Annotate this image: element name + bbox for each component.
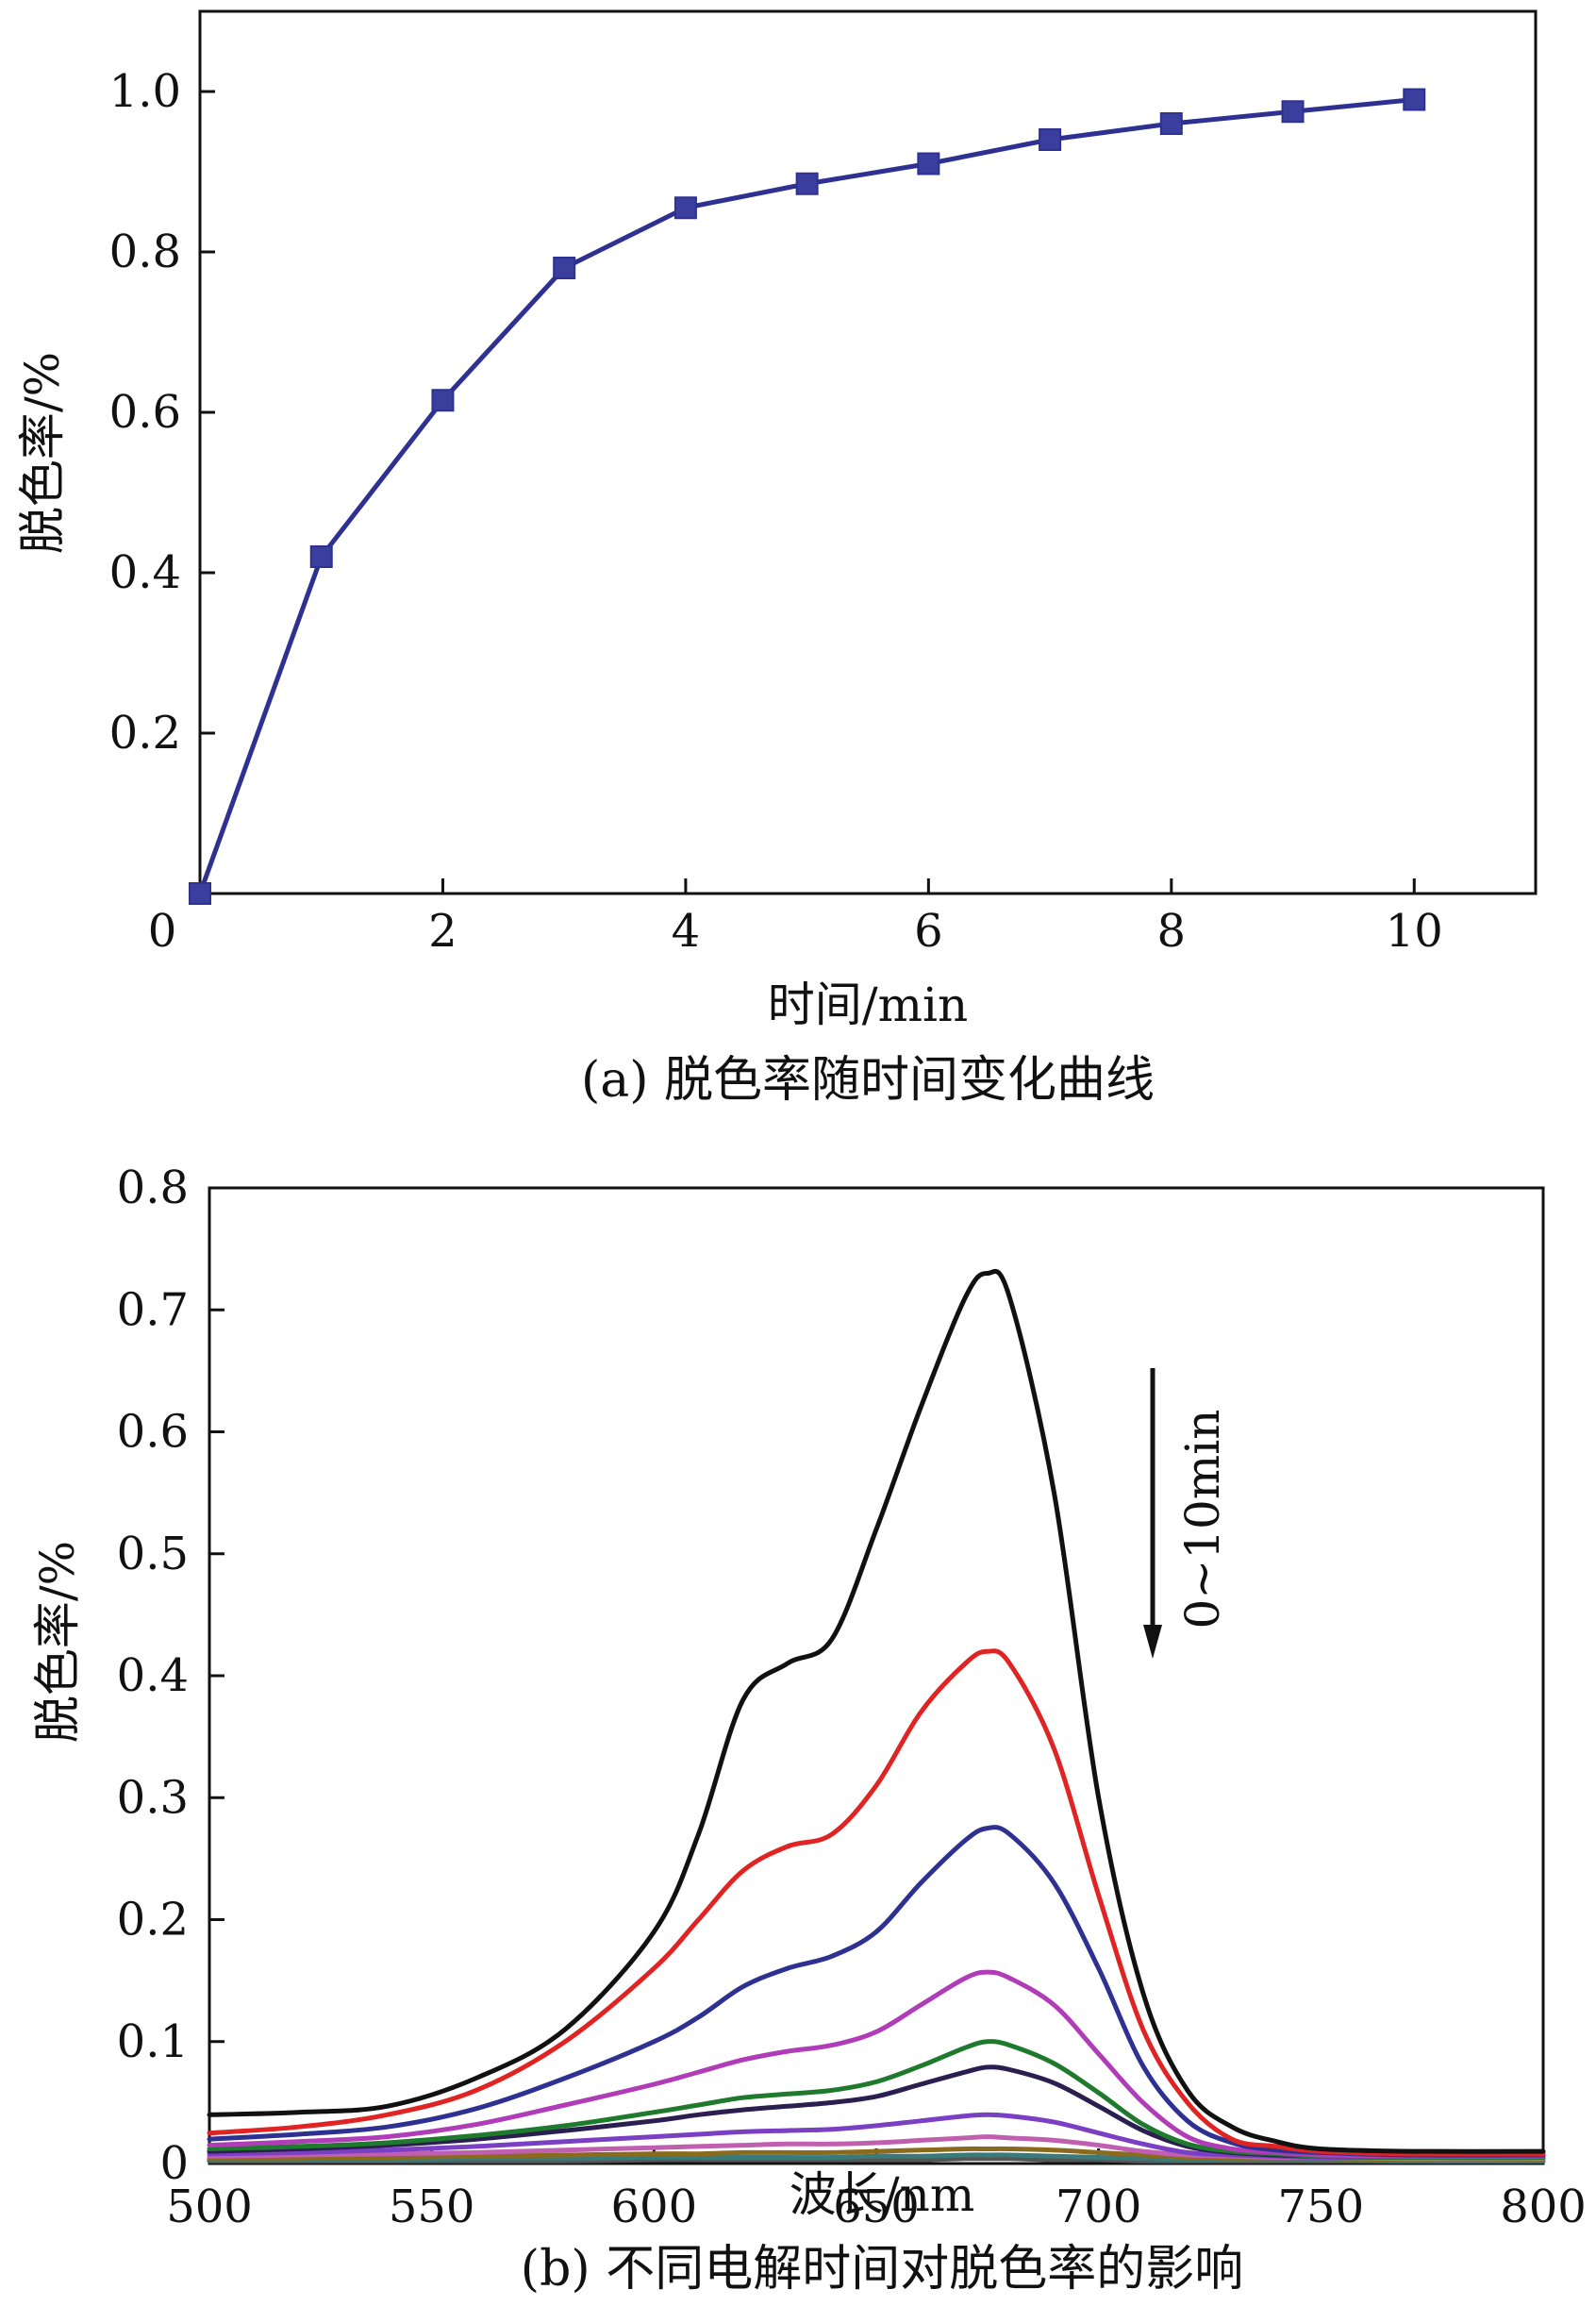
chart-a-xtick-label: 2 bbox=[428, 905, 457, 958]
chart-b-xtick-label: 750 bbox=[1278, 2181, 1365, 2233]
chart-a-marker bbox=[553, 257, 576, 279]
chart-a-marker bbox=[1159, 112, 1183, 135]
chart-a-ytick-label: 0.4 bbox=[109, 546, 181, 599]
chart-a-ytick-label: 0.6 bbox=[109, 386, 181, 439]
chart-b-annotation: 0~10min bbox=[1143, 1368, 1230, 1659]
chart-b-series-3min bbox=[207, 1969, 1546, 2159]
chart-a-marker bbox=[795, 172, 819, 195]
chart-a: 0 2 4 6 8 10 0.2 0.4 0.6 0.8 1.0 时间/min 脱色率/% (a) … bbox=[15, 9, 1538, 1109]
chart-a-marker bbox=[673, 196, 697, 220]
chart-a-marker bbox=[917, 152, 940, 175]
chart-b-ytick-label: 0.3 bbox=[117, 1771, 189, 1824]
chart-b-series-0min bbox=[207, 1268, 1546, 2154]
chart-b-xtick-label: 600 bbox=[611, 2181, 698, 2233]
chart-b-ytick-label: 0.4 bbox=[117, 1649, 189, 1702]
chart-a-axes: 0 2 4 6 8 10 0.2 0.4 0.6 0.8 1.0 bbox=[109, 65, 1443, 958]
chart-a-xtick-label: 6 bbox=[914, 905, 943, 958]
annotation-arrow-head bbox=[1143, 1625, 1162, 1659]
chart-b-ytick-label: 0.2 bbox=[117, 1894, 189, 1947]
chart-a-caption: (a) 脱色率随时间变化曲线 bbox=[581, 1052, 1155, 1109]
chart-a-marker bbox=[189, 882, 211, 905]
chart-b-xtick-label: 550 bbox=[389, 2181, 475, 2233]
chart-b-ytick-label: 0.1 bbox=[117, 2015, 189, 2068]
chart-b-xtick-label: 500 bbox=[166, 2181, 253, 2233]
chart-b-ytick-label: 0.7 bbox=[117, 1283, 189, 1336]
chart-b-axes: 500 550 600 650 700 750 800 0 0.1 0.2 0.3 0.4 0.5 0.6… bbox=[117, 1161, 1587, 2233]
chart-b-frame bbox=[208, 1186, 1545, 2165]
chart-b-series-2min bbox=[207, 1825, 1546, 2158]
chart-b-xtick-label: 650 bbox=[833, 2181, 920, 2233]
chart-b-caption: (b) 不同电解时间对脱色率的影响 bbox=[521, 2241, 1243, 2298]
chart-a-xtick-label: 8 bbox=[1157, 905, 1187, 958]
chart-a-xtick-label: 10 bbox=[1386, 905, 1443, 958]
chart-b: 500 550 600 650 700 750 800 0 0.1 0.2 0.3 0.4 0.5 0.6… bbox=[30, 1161, 1587, 2298]
chart-a-series bbox=[189, 88, 1426, 905]
chart-a-ylabel: 脱色率/% bbox=[15, 352, 70, 554]
chart-a-xtick-label: 4 bbox=[672, 905, 701, 958]
chart-a-marker bbox=[309, 545, 333, 568]
chart-a-series-line bbox=[197, 97, 1415, 894]
chart-b-series-1min bbox=[207, 1648, 1546, 2157]
chart-b-xtick-label: 800 bbox=[1500, 2181, 1587, 2233]
chart-a-marker bbox=[1403, 88, 1426, 111]
chart-b-series bbox=[207, 1268, 1546, 2164]
chart-b-ytick-label: 0.6 bbox=[117, 1406, 189, 1459]
chart-b-xlabel: 波长/nm bbox=[790, 2167, 974, 2222]
chart-a-ytick-label: 0.2 bbox=[109, 707, 181, 760]
chart-a-ytick-label: 1.0 bbox=[109, 65, 181, 118]
chart-a-frame bbox=[198, 9, 1538, 895]
chart-a-marker bbox=[431, 389, 455, 412]
chart-b-ytick-label: 0.8 bbox=[117, 1161, 189, 1214]
chart-a-marker bbox=[1281, 100, 1305, 124]
chart-a-xlabel: 时间/min bbox=[768, 978, 968, 1032]
chart-a-ytick-label: 0.8 bbox=[109, 226, 181, 278]
chart-b-xtick-label: 700 bbox=[1056, 2181, 1142, 2233]
chart-a-xtick-label: 0 bbox=[148, 905, 177, 958]
chart-b-ytick-label: 0 bbox=[159, 2137, 189, 2190]
chart-a-marker bbox=[1039, 128, 1062, 151]
annotation-label: 0~10min bbox=[1175, 1410, 1230, 1629]
chart-b-ytick-label: 0.5 bbox=[117, 1528, 189, 1580]
chart-b-ylabel: 脱色率/% bbox=[30, 1541, 85, 1743]
